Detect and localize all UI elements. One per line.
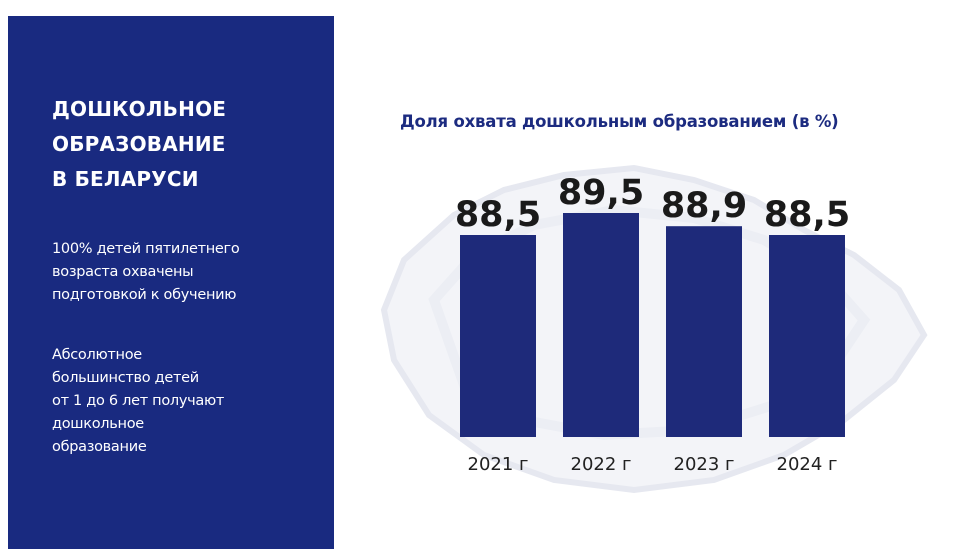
- bar-value-label: 89,5: [558, 173, 644, 213]
- statement-line: большинство детей: [52, 370, 199, 386]
- panel-title-line: ОБРАЗОВАНИЕ: [52, 132, 226, 156]
- category-label: 2022 г: [571, 454, 632, 475]
- five-year-olds-statement: 100% детей пятилетнего возраста охвачены…: [52, 238, 322, 307]
- bar-2023 г: [666, 226, 742, 437]
- category-label: 2021 г: [468, 454, 529, 475]
- category-label: 2023 г: [674, 454, 735, 475]
- statement-line: образование: [52, 439, 147, 455]
- info-panel: [8, 16, 334, 549]
- panel-title-line: В БЕЛАРУСИ: [52, 167, 199, 191]
- bar-value-label: 88,5: [764, 195, 850, 235]
- statement-line: 100% детей пятилетнего: [52, 241, 240, 257]
- bar-2021 г: [460, 235, 536, 437]
- chart-title: Доля охвата дошкольным образованием (в %…: [400, 112, 839, 131]
- bar-2022 г: [563, 213, 639, 437]
- panel-title-line: ДОШКОЛЬНОЕ: [52, 97, 227, 121]
- category-label: 2024 г: [777, 454, 838, 475]
- statement-line: подготовкой к обучению: [52, 287, 237, 303]
- majority-statement: Абсолютное большинство детей от 1 до 6 л…: [52, 344, 322, 459]
- bar-2024 г: [769, 235, 845, 437]
- panel-title: ДОШКОЛЬНОЕ ОБРАЗОВАНИЕ В БЕЛАРУСИ: [52, 92, 312, 197]
- bar-value-label: 88,5: [455, 195, 541, 235]
- statement-line: дошкольное: [52, 416, 144, 432]
- statement-line: возраста охвачены: [52, 264, 194, 280]
- statement-line: от 1 до 6 лет получают: [52, 393, 225, 409]
- bar-value-label: 88,9: [661, 186, 747, 226]
- bar-chart: 88,5 89,5 88,9 88,5 2021 г 2022 г 2023 г 2024 …: [455, 173, 850, 475]
- statement-line: Абсолютное: [52, 347, 142, 363]
